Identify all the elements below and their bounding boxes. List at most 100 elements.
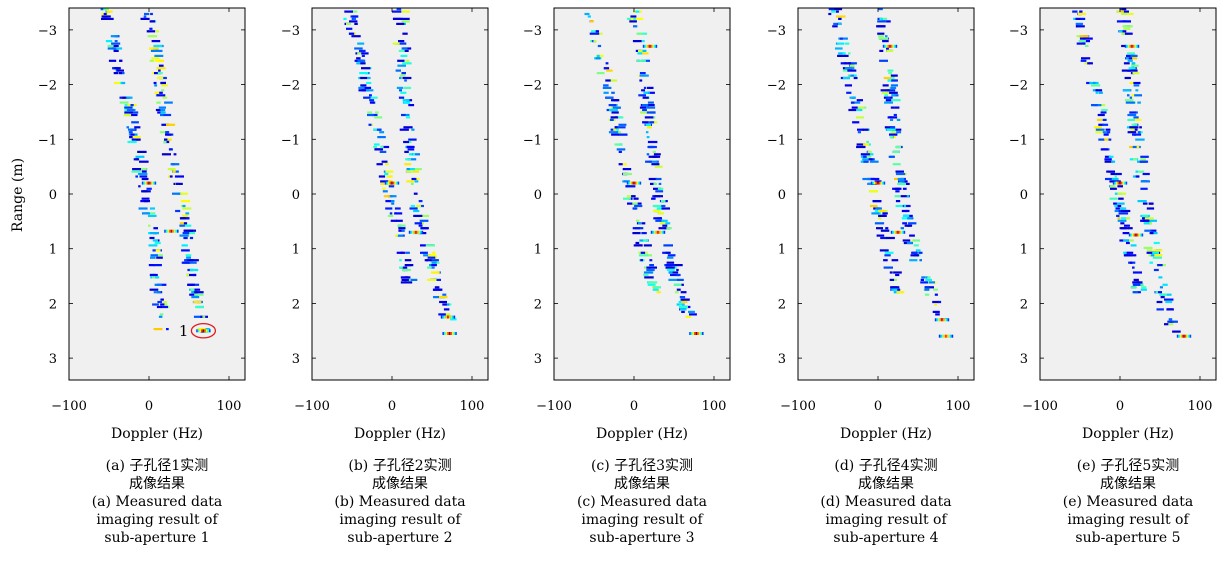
hotspot-cell <box>201 329 203 333</box>
heatmap-cell <box>1109 185 1116 188</box>
heatmap-cell <box>847 69 857 72</box>
heatmap-cell <box>1104 138 1111 141</box>
heatmap-cell <box>1155 291 1159 294</box>
heatmap-cell <box>399 76 402 80</box>
y-tick-label: 3 <box>534 352 542 367</box>
hotspot-cell <box>408 230 411 234</box>
heatmap-cell <box>343 17 347 20</box>
heatmap-cell <box>414 180 419 183</box>
heatmap-cell <box>1098 138 1105 141</box>
heatmap-cell <box>666 227 672 230</box>
heatmap-cell <box>165 131 169 134</box>
plot-background <box>69 8 245 380</box>
hotspot-cell <box>164 229 166 233</box>
heatmap-cell <box>1097 113 1105 117</box>
heatmap-cell <box>361 86 372 89</box>
heatmap-cell <box>1075 25 1085 28</box>
heatmap-cell <box>377 136 386 139</box>
heatmap-cell <box>153 81 157 85</box>
heatmap-cell <box>886 236 895 240</box>
heatmap-cell <box>1136 145 1140 149</box>
hotspot-cell <box>658 230 661 234</box>
heatmap-cell <box>909 234 915 237</box>
heatmap-cell <box>388 180 393 183</box>
hotspot-cell <box>882 44 885 48</box>
heatmap-cell <box>147 35 158 38</box>
heatmap-cell <box>1127 254 1137 257</box>
heatmap-cell <box>847 62 857 65</box>
hotspot-cell <box>172 229 174 233</box>
heatmap-cell <box>681 298 690 301</box>
heatmap-cell <box>349 20 358 23</box>
heatmap-cell <box>646 268 655 272</box>
hotspot-cell <box>204 329 206 333</box>
heatmap-cell <box>1142 214 1149 217</box>
heatmap-cell <box>416 177 420 181</box>
hotspot-cell <box>146 181 149 185</box>
heatmap-cell <box>421 222 424 225</box>
heatmap-cell <box>623 197 631 200</box>
heatmap-cell <box>387 214 394 217</box>
x-tick-label: −100 <box>51 399 87 414</box>
heatmap-cell <box>160 305 168 309</box>
heatmap-cell <box>876 25 886 28</box>
heatmap-cell <box>637 52 643 55</box>
heatmap-cell <box>354 22 358 25</box>
heatmap-cell <box>1159 286 1163 289</box>
heatmap-cell <box>428 254 437 257</box>
heatmap-cell <box>1132 133 1142 136</box>
heatmap-cell <box>1142 172 1150 176</box>
heatmap-cell <box>649 259 653 262</box>
heatmap-cell <box>632 232 641 235</box>
hotspot-cell <box>652 230 654 234</box>
hotspot-cell <box>870 181 873 185</box>
hotspot-cell <box>886 44 888 48</box>
heatmap-cell <box>114 67 121 70</box>
heatmap-cell <box>148 30 156 33</box>
heatmap-cell <box>845 42 850 45</box>
hotspot-cell <box>391 181 393 185</box>
heatmap-cell <box>935 313 940 316</box>
x-tick-label: 100 <box>460 399 485 414</box>
hotspot-cell <box>631 181 634 185</box>
caption-en-line-2: imaging result of <box>339 512 461 528</box>
heatmap-cell <box>1077 12 1086 16</box>
hotspot-cell <box>890 44 893 48</box>
heatmap-cell <box>912 251 918 254</box>
heatmap-cell <box>149 20 155 23</box>
heatmap-cell <box>396 219 403 222</box>
heatmap-cell <box>1160 296 1165 299</box>
heatmap-cell <box>842 52 846 55</box>
heatmap-cell <box>402 62 412 65</box>
heatmap-cell <box>160 113 164 117</box>
heatmap-cell <box>1126 25 1133 28</box>
hotspot-cell <box>898 230 901 234</box>
heatmap-cell <box>891 99 901 102</box>
heatmap-cell <box>430 259 439 262</box>
hotspot-cell <box>169 229 171 233</box>
heatmap-cell <box>147 214 157 217</box>
heatmap-cell <box>630 15 637 18</box>
heatmap-cell <box>186 254 192 257</box>
hotspot-cell <box>942 334 944 338</box>
heatmap-cell <box>153 328 163 331</box>
heatmap-cell <box>1115 172 1122 176</box>
hotspot-cell <box>940 334 942 338</box>
heatmap-cell <box>416 204 421 208</box>
heatmap-cell <box>390 219 397 222</box>
heatmap-cell <box>180 192 188 195</box>
heatmap-cell <box>689 313 697 316</box>
heatmap-cell <box>643 91 648 94</box>
heatmap-cell <box>418 200 423 203</box>
hotspot-cell <box>1125 181 1128 185</box>
hotspot-cell <box>455 332 457 335</box>
heatmap-cell <box>685 315 692 318</box>
heatmap-cell <box>676 288 681 291</box>
heatmap-cells <box>584 10 697 318</box>
heatmap-cell <box>169 175 173 178</box>
heatmap-cell <box>185 224 192 227</box>
heatmap-cell <box>192 283 200 286</box>
heatmap-cell <box>656 207 665 210</box>
heatmap-cell <box>404 259 412 262</box>
hotspot <box>870 181 886 185</box>
